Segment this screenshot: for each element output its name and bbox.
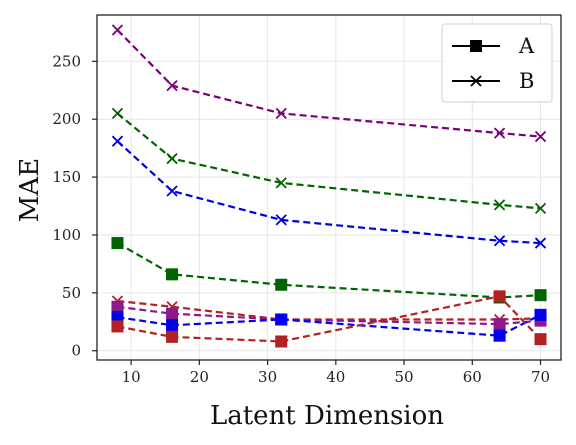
legend-entry-B: B [452, 69, 534, 93]
y-tick-label: 100 [52, 226, 81, 244]
legend-frame [441, 23, 553, 103]
data-point [534, 130, 547, 143]
data-point [493, 235, 506, 247]
x-tick-label: 70 [531, 368, 550, 386]
series-layer [111, 24, 547, 348]
x-tick-label: 40 [326, 368, 345, 386]
data-point [534, 308, 547, 321]
series-line [117, 313, 542, 337]
data-point [275, 278, 288, 291]
data-point [166, 307, 179, 320]
series-B-1 [111, 107, 547, 214]
series-A-3 [111, 237, 547, 304]
data-point [493, 318, 506, 331]
x-tick-label: 50 [395, 368, 414, 386]
series-B-0 [111, 24, 547, 143]
data-point [534, 202, 547, 214]
data-point [166, 152, 178, 165]
data-point [493, 290, 506, 303]
x-tick-label: 10 [122, 368, 141, 386]
data-point [275, 313, 288, 326]
data-point [534, 333, 547, 346]
legend: AB [441, 23, 553, 103]
x-tick-label: 30 [258, 368, 277, 386]
series-B-2 [111, 135, 547, 249]
data-point [111, 107, 124, 120]
data-point [275, 335, 288, 348]
legend-label: A [518, 34, 535, 58]
y-tick-label: 0 [71, 342, 81, 360]
data-point [166, 79, 178, 92]
data-point [275, 214, 287, 226]
data-point [166, 319, 179, 332]
legend-entry-A: A [452, 34, 535, 58]
data-point [166, 185, 178, 197]
data-point [111, 300, 124, 313]
legend-label: B [519, 69, 534, 93]
data-point [111, 237, 124, 250]
x-axis-label: Latent Dimension [210, 401, 444, 431]
x-tick-label: 60 [463, 368, 482, 386]
data-point [111, 135, 124, 147]
data-point [534, 289, 547, 302]
data-point [166, 268, 179, 281]
series-line [117, 295, 542, 343]
data-point [111, 311, 124, 324]
series-line [117, 299, 541, 321]
y-tick-label: 200 [52, 110, 81, 128]
data-point [111, 320, 124, 333]
series-A-7 [111, 290, 547, 348]
series-line [116, 242, 541, 299]
y-tick-label: 150 [52, 168, 81, 186]
series-line [117, 305, 541, 326]
legend-marker [470, 75, 482, 87]
data-point [493, 329, 506, 342]
plot-area-frame [96, 14, 562, 361]
data-point [166, 330, 179, 343]
y-tick-label: 50 [62, 284, 81, 302]
axis-ticks: 10 20 30 40 50 60 70 0 50 100 150 200 250 [52, 52, 550, 386]
data-point [275, 107, 287, 120]
y-axis-label: MAE [15, 158, 45, 222]
series-A-6 [111, 308, 547, 342]
data-point [493, 199, 506, 211]
data-point [275, 177, 287, 189]
data-point [493, 127, 506, 139]
data-point [534, 237, 547, 249]
y-tick-label: 250 [52, 52, 81, 70]
data-point [111, 24, 124, 36]
series-line [116, 140, 541, 245]
legend-marker [470, 40, 482, 52]
x-tick-label: 20 [190, 368, 209, 386]
